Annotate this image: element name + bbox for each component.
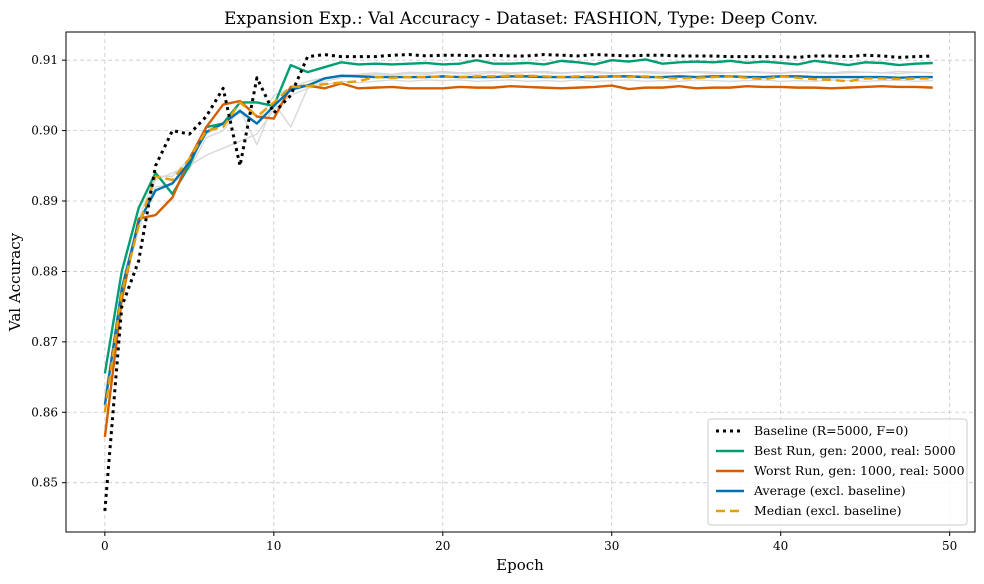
y-tick-label: 0.87 <box>31 335 58 349</box>
legend-label-median: Median (excl. baseline) <box>754 503 902 518</box>
x-tick-label: 30 <box>604 539 619 553</box>
y-axis-label: Val Accuracy <box>6 232 24 332</box>
y-tick-label: 0.86 <box>31 405 58 419</box>
x-tick-label: 0 <box>101 539 109 553</box>
x-tick-label: 50 <box>942 539 957 553</box>
series-line-best-run-gen-2000-real-5000 <box>103 58 933 374</box>
y-tick-label: 0.89 <box>31 194 58 208</box>
y-tick-label: 0.90 <box>31 124 58 138</box>
legend-box <box>707 418 968 526</box>
series-lines <box>103 53 933 511</box>
legend-label-worst-run: Worst Run, gen: 1000, real: 5000 <box>754 463 965 478</box>
series-line-worst-run-gen-1000-real-5000 <box>103 82 933 438</box>
x-axis-label: Epoch <box>496 556 544 574</box>
y-ticks: 0.85 0.86 0.87 0.88 0.89 0.90 0.91 <box>31 53 66 490</box>
background-run-line <box>104 79 933 395</box>
legend-label-average: Average (excl. baseline) <box>753 483 906 498</box>
legend: Baseline (R=5000, F=0) Best Run, gen: 20… <box>707 418 968 526</box>
x-ticks: 0 10 20 30 40 50 <box>101 532 957 553</box>
y-tick-label: 0.88 <box>31 264 58 278</box>
x-tick-label: 20 <box>435 539 450 553</box>
plot-frame <box>65 31 976 533</box>
x-tick-label: 40 <box>773 539 788 553</box>
series-line-median-excl-baseline <box>103 74 933 413</box>
chart-title: Expansion Exp.: Val Accuracy - Dataset: … <box>224 9 818 29</box>
legend-label-best-run: Best Run, gen: 2000, real: 5000 <box>754 443 956 458</box>
background-runs <box>104 70 933 406</box>
series-line-average-excl-baseline <box>103 74 933 406</box>
legend-label-baseline: Baseline (R=5000, F=0) <box>754 423 908 438</box>
x-tick-label: 10 <box>266 539 281 553</box>
y-tick-label: 0.91 <box>31 53 58 67</box>
series-line-baseline-r-5000-f-0 <box>103 53 933 511</box>
y-tick-label: 0.85 <box>31 476 58 490</box>
background-run-line <box>104 70 933 402</box>
